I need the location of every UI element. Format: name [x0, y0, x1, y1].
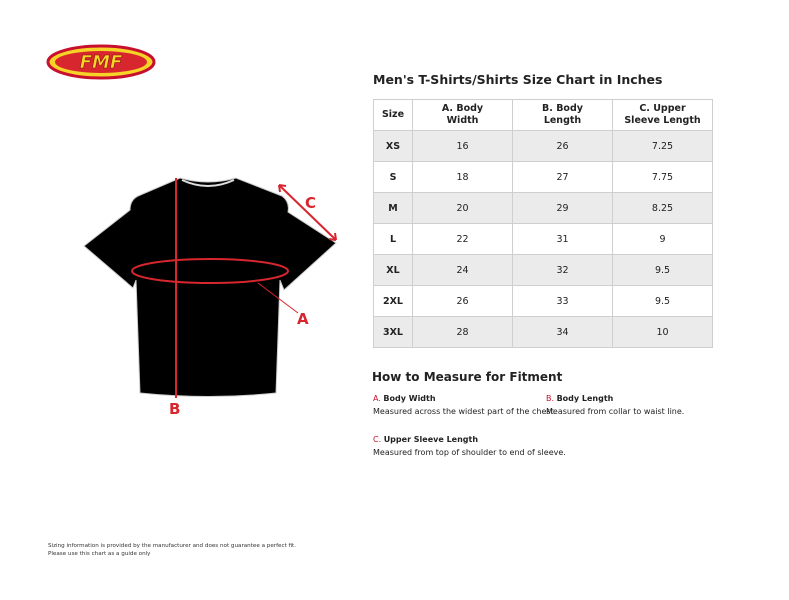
- table-row: 3XL 28 34 10: [373, 316, 713, 348]
- note-desc: Measured from collar to waist line.: [546, 407, 685, 416]
- size-cell: M: [373, 192, 413, 224]
- measure-cell: 31: [512, 223, 613, 255]
- table-row: L 22 31 9: [373, 223, 713, 255]
- measure-cell: 32: [512, 254, 613, 286]
- howto-title: How to Measure for Fitment: [372, 370, 563, 384]
- body-width-ellipse: [131, 258, 289, 284]
- col-header: Size: [373, 99, 413, 131]
- size-cell: XS: [373, 130, 413, 162]
- label-b: B: [169, 400, 180, 418]
- chart-title: Men's T-Shirts/Shirts Size Chart in Inch…: [373, 72, 663, 87]
- measure-cell: 7.25: [612, 130, 713, 162]
- measure-cell: 22: [412, 223, 513, 255]
- tshirt-shape: [83, 177, 337, 397]
- note-name: Upper Sleeve Length: [383, 435, 479, 444]
- measure-cell: 27: [512, 161, 613, 193]
- measure-cell: 24: [412, 254, 513, 286]
- col-header: A. Body Width: [412, 99, 513, 131]
- size-cell: 3XL: [373, 316, 413, 348]
- note-desc: Measured across the widest part of the c…: [373, 407, 557, 416]
- svg-text:FMF: FMF: [80, 52, 123, 73]
- size-cell: 2XL: [373, 285, 413, 317]
- measure-cell: 9: [612, 223, 713, 255]
- col-header-text: B. Body Length: [542, 103, 583, 126]
- table-row: M 20 29 8.25: [373, 192, 713, 224]
- table-row: XL 24 32 9.5: [373, 254, 713, 286]
- measure-cell: 28: [412, 316, 513, 348]
- label-c: C: [305, 194, 316, 212]
- table-row: S 18 27 7.75: [373, 161, 713, 193]
- measure-cell: 29: [512, 192, 613, 224]
- note-body-width: A. Body Width Measured across the widest…: [373, 392, 556, 418]
- tshirt-diagram: A B C: [83, 177, 337, 418]
- measure-cell: 10: [612, 316, 713, 348]
- col-header: B. Body Length: [512, 99, 613, 131]
- measure-cell: 9.5: [612, 285, 713, 317]
- note-sleeve-length: C. Upper Sleeve Length Measured from top…: [373, 433, 566, 459]
- note-body-length: B. Body Length Measured from collar to w…: [546, 392, 684, 418]
- note-desc: Measured from top of shoulder to end of …: [373, 448, 566, 457]
- note-letter: B.: [546, 394, 555, 403]
- size-table: Size A. Body Width B. Body Length C. Upp…: [373, 99, 713, 348]
- size-cell: XL: [373, 254, 413, 286]
- label-a: A: [297, 310, 309, 328]
- measure-cell: 16: [412, 130, 513, 162]
- size-cell: S: [373, 161, 413, 193]
- measure-cell: 34: [512, 316, 613, 348]
- table-row: 2XL 26 33 9.5: [373, 285, 713, 317]
- note-name: Body Length: [556, 394, 614, 403]
- note-name: Body Width: [383, 394, 436, 403]
- measure-cell: 8.25: [612, 192, 713, 224]
- measure-cell: 7.75: [612, 161, 713, 193]
- col-header-text: C. Upper Sleeve Length: [624, 103, 701, 126]
- table-header-row: Size A. Body Width B. Body Length C. Upp…: [373, 99, 713, 131]
- col-header-text: A. Body Width: [441, 103, 484, 126]
- measure-cell: 26: [512, 130, 613, 162]
- measure-cell: 18: [412, 161, 513, 193]
- measure-cell: 20: [412, 192, 513, 224]
- fmf-logo: FMF: [46, 44, 156, 80]
- table-row: XS 16 26 7.25: [373, 130, 713, 162]
- sleeve-length-arrow: [278, 184, 337, 241]
- size-cell: L: [373, 223, 413, 255]
- note-letter: C.: [373, 435, 382, 444]
- measure-cell: 26: [412, 285, 513, 317]
- note-letter: A.: [373, 394, 381, 403]
- measure-cell: 33: [512, 285, 613, 317]
- disclaimer-line: Sizing information is provided by the ma…: [48, 543, 297, 549]
- disclaimer-line: Please use this chart as a guide only: [48, 551, 151, 557]
- measure-cell: 9.5: [612, 254, 713, 286]
- disclaimer: Sizing information is provided by the ma…: [48, 542, 296, 558]
- col-header: C. Upper Sleeve Length: [612, 99, 713, 131]
